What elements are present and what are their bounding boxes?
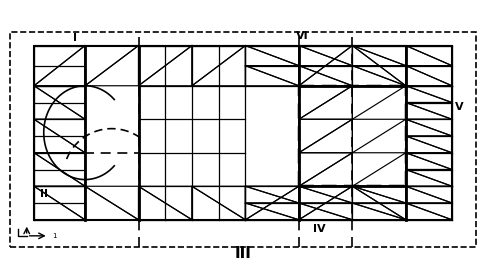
Text: 1: 1 — [52, 233, 57, 239]
Text: VI: VI — [296, 31, 309, 41]
Text: IV: IV — [313, 224, 326, 234]
Text: I: I — [73, 32, 77, 43]
Text: II: II — [40, 189, 48, 199]
Text: III: III — [235, 246, 251, 261]
Text: V: V — [455, 102, 464, 112]
